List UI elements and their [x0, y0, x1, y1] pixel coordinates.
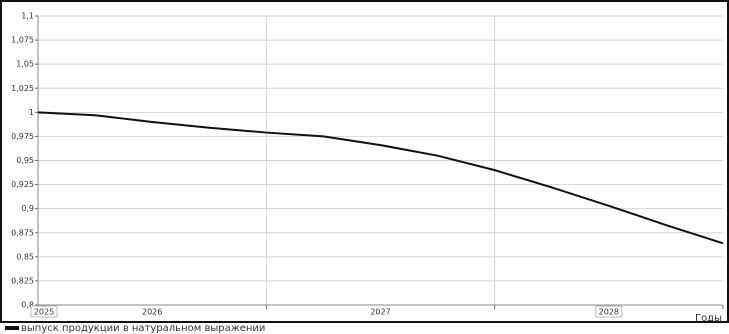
legend-swatch [5, 326, 19, 330]
legend-label: выпуск продукции в натуральном выражении [21, 323, 265, 334]
x-axis-label: Годы [695, 313, 722, 324]
x-tick-label: 2025 [34, 308, 54, 317]
x-tick-label: 2026 [142, 308, 162, 317]
y-tick-label: 0,9 [21, 204, 34, 213]
frame [0, 0, 729, 323]
y-tick-label: 0,85 [16, 252, 34, 261]
line [37, 111, 724, 245]
x-tick-label: 2027 [370, 308, 390, 317]
y-tick-label: 1 [29, 108, 34, 117]
y-tick-label: 0,8 [21, 301, 34, 310]
x-tick-label: 2028 [599, 308, 619, 317]
y-tick-label: 0,975 [11, 132, 34, 141]
y-tick-label: 1,1 [21, 12, 34, 21]
y-tick-label: 0,875 [11, 228, 34, 237]
x-tick-box [30, 305, 58, 318]
y-tick-label: 1,075 [11, 36, 34, 45]
y-tick-label: 0,825 [11, 276, 34, 285]
y-tick-label: 0,95 [16, 156, 34, 165]
x-tick-box [595, 305, 623, 318]
y-tick-label: 1,025 [11, 84, 34, 93]
y-tick-label: 0,925 [11, 180, 34, 189]
y-tick-label: 1,05 [16, 60, 34, 69]
